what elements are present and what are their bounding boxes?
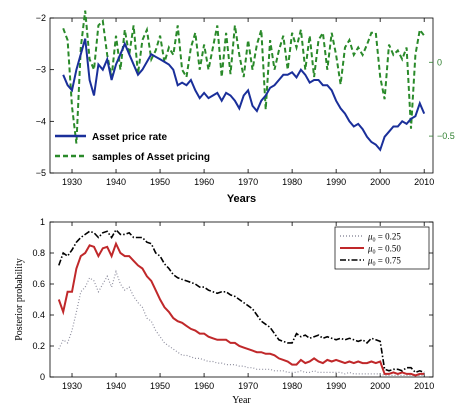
top-y-tick-label: −5 bbox=[36, 168, 46, 178]
bottom-x-tick-label: 1950 bbox=[150, 381, 170, 391]
bottom-x-tick-label: 1970 bbox=[238, 381, 258, 391]
top-chart: 1930 1940 1950 1960 1970 1980 1990 2000 2010 −5 −4… bbox=[36, 10, 455, 205]
series-line-mu0-0-75 bbox=[58, 228, 425, 374]
bottom-x-tick-label: 1980 bbox=[282, 381, 302, 391]
bottom-x-tick-label: 2000 bbox=[370, 381, 390, 391]
legend-mu-value: = 0.50 bbox=[376, 244, 402, 254]
top-x-tick-label: 1970 bbox=[238, 177, 258, 187]
bottom-y-tick-label: 0.8 bbox=[32, 248, 45, 258]
top-legend-label-samples: samples of Asset pricing bbox=[92, 152, 210, 163]
bottom-y-tick-label: 0.6 bbox=[32, 279, 45, 289]
top-x-axis-label: Years bbox=[227, 193, 256, 205]
bottom-legend-label-mu050: μ0 = 0.50 bbox=[367, 244, 401, 256]
top-y2-tick-label: 0 bbox=[437, 57, 442, 67]
top-series-group bbox=[62, 10, 426, 152]
top-x-tick-label: 1930 bbox=[62, 177, 82, 187]
top-x-tick-label: 2000 bbox=[370, 177, 390, 187]
legend-mu-subscript: 0 bbox=[373, 250, 376, 256]
top-x-tick-label: 2010 bbox=[414, 177, 434, 187]
top-legend-label-asset-rate: Asset price rate bbox=[92, 132, 167, 143]
bottom-x-tick-label: 1930 bbox=[62, 381, 82, 391]
bottom-y-axis-label: Posterior probability bbox=[14, 258, 25, 341]
top-x-tick-label: 1980 bbox=[282, 177, 302, 187]
legend-mu-symbol: μ bbox=[367, 256, 373, 266]
legend-mu-subscript: 0 bbox=[373, 238, 376, 244]
bottom-y-tick-label: 0 bbox=[40, 372, 45, 382]
bottom-ticks: 1930 1940 1950 1960 1970 1980 1990 2000 2010 0 0.2… bbox=[32, 217, 434, 391]
bottom-series-group bbox=[57, 228, 425, 377]
series-line-asset-price-rate bbox=[62, 38, 426, 152]
top-y-tick-label: −4 bbox=[36, 116, 46, 126]
top-y-tick-label: −3 bbox=[36, 65, 46, 75]
top-x-tick-label: 1950 bbox=[150, 177, 170, 187]
bottom-x-tick-label: 1940 bbox=[106, 381, 126, 391]
bottom-chart: 1930 1940 1950 1960 1970 1980 1990 2000 2010 0 0.2… bbox=[14, 217, 434, 406]
bottom-y-tick-label: 1 bbox=[40, 217, 45, 227]
series-line-samples-of-asset-pricing bbox=[62, 10, 426, 144]
top-x-tick-label: 1940 bbox=[106, 177, 126, 187]
top-x-tick-label: 1990 bbox=[326, 177, 346, 187]
bottom-x-tick-label: 1990 bbox=[326, 381, 346, 391]
top-y-tick-label: −2 bbox=[36, 13, 46, 23]
bottom-legend-label-mu075: μ0 = 0.75 bbox=[367, 256, 401, 268]
bottom-legend: μ0 = 0.25 μ0 = 0.50 μ0 = 0.75 bbox=[334, 226, 430, 270]
top-legend: Asset price rate samples of Asset pricin… bbox=[55, 132, 210, 163]
top-y2-tick-label: −0.5 bbox=[437, 131, 455, 141]
bottom-legend-label-mu025: μ0 = 0.25 bbox=[367, 232, 401, 244]
bottom-x-axis-label: Year bbox=[232, 395, 251, 406]
bottom-y-tick-label: 0.2 bbox=[32, 341, 45, 351]
series-line-mu0-0-50 bbox=[57, 241, 425, 377]
top-x-tick-label: 1960 bbox=[194, 177, 214, 187]
legend-mu-value: = 0.75 bbox=[376, 256, 402, 266]
top-ticks: 1930 1940 1950 1960 1970 1980 1990 2000 2010 −5 −4… bbox=[36, 13, 455, 187]
bottom-x-tick-label: 2010 bbox=[414, 381, 434, 391]
legend-mu-symbol: μ bbox=[367, 232, 373, 242]
legend-mu-symbol: μ bbox=[367, 244, 373, 254]
legend-mu-subscript: 0 bbox=[373, 262, 376, 268]
top-plot-frame bbox=[49, 17, 434, 174]
legend-mu-value: = 0.25 bbox=[376, 232, 402, 242]
bottom-x-tick-label: 1960 bbox=[194, 381, 214, 391]
bottom-y-tick-label: 0.4 bbox=[32, 310, 45, 320]
